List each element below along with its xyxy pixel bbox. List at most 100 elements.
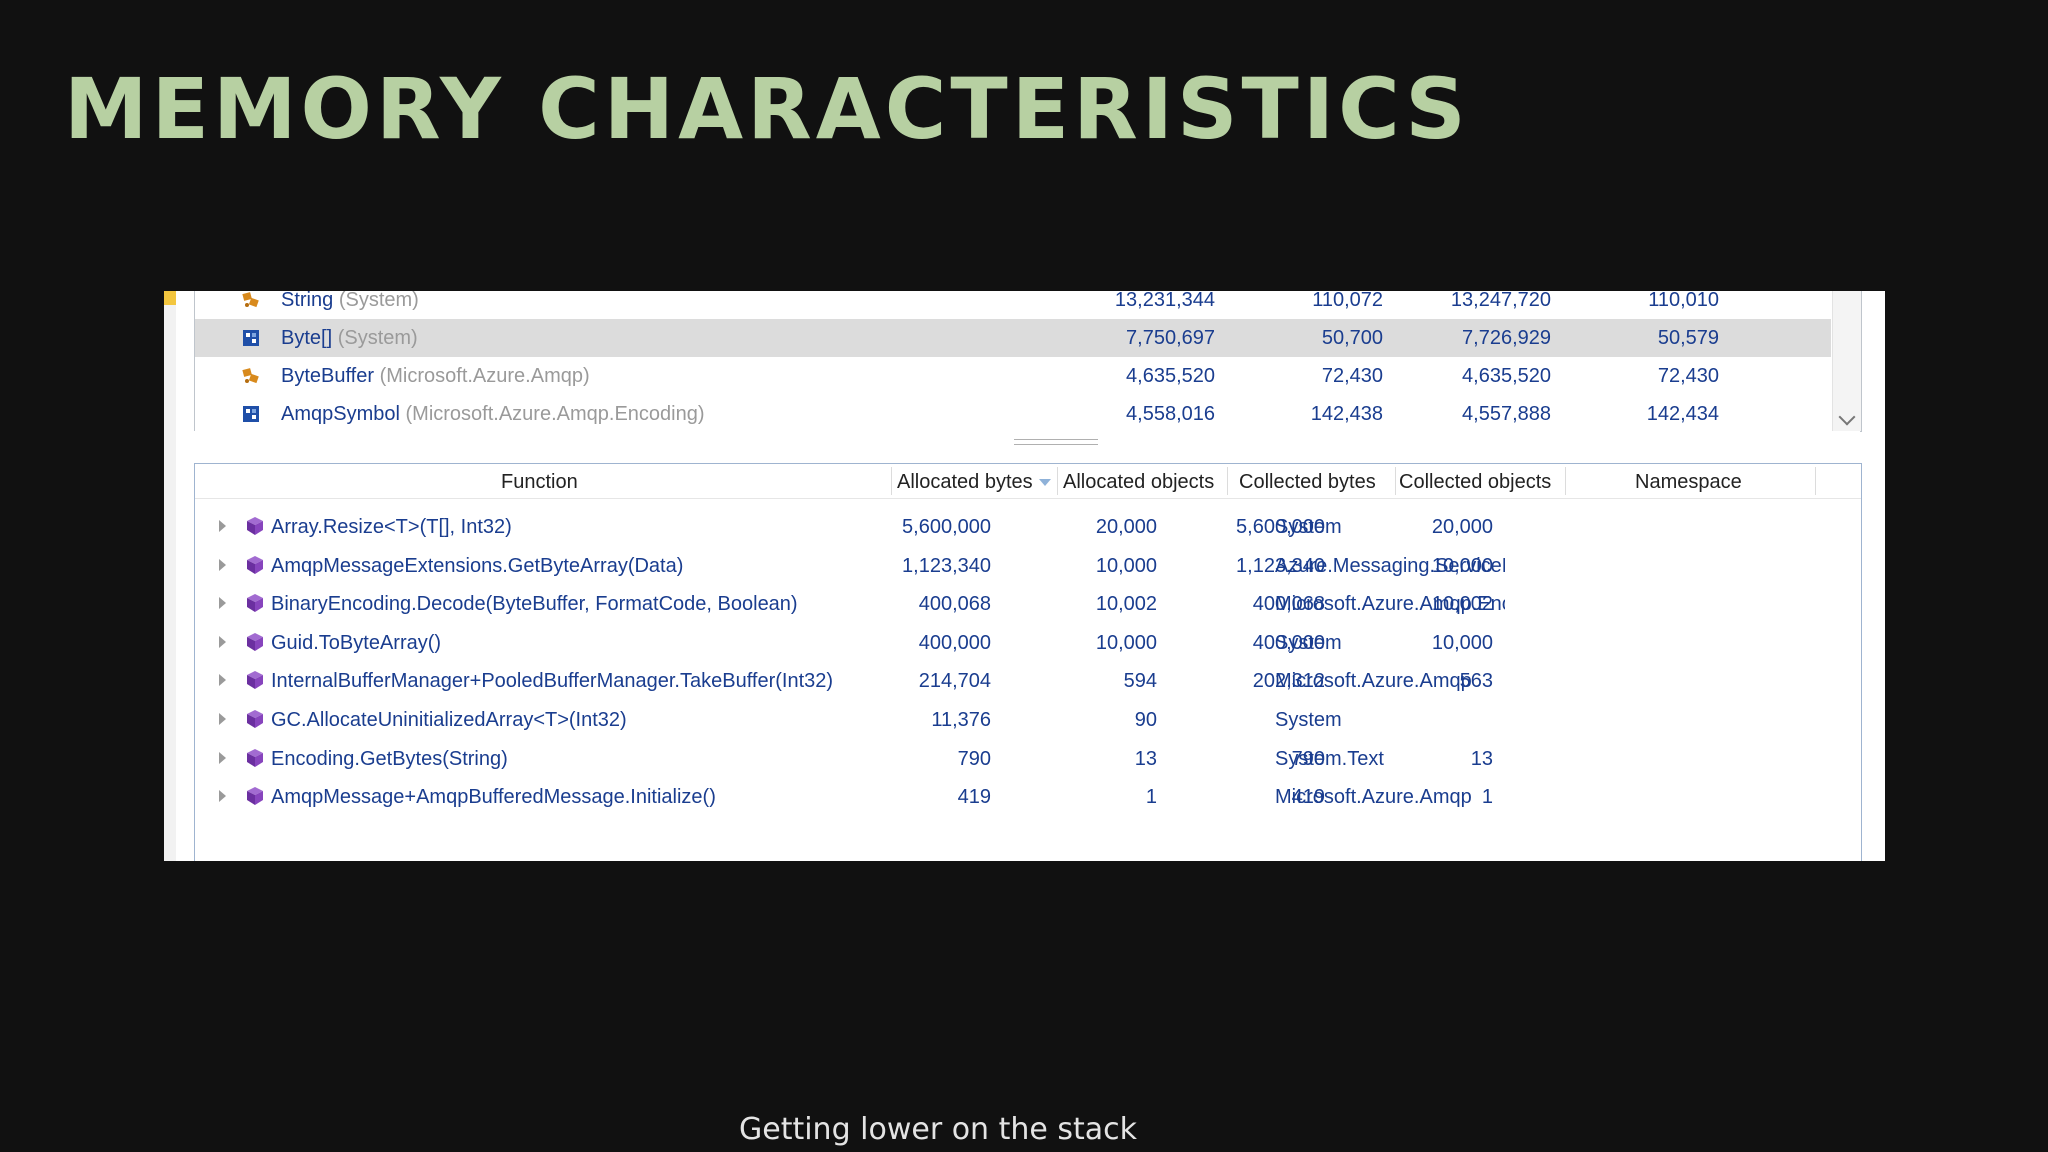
expand-arrow-icon[interactable] <box>219 635 226 648</box>
column-header-allocated-bytes-label: Allocated bytes <box>897 471 1033 493</box>
type-name-label: ByteBuffer <box>281 365 375 387</box>
function-name: Encoding.GetBytes(String) <box>271 747 508 770</box>
function-namespace: System <box>1275 709 1342 731</box>
expand-arrow-icon[interactable] <box>219 790 226 803</box>
chevron-down-icon[interactable] <box>1838 408 1856 426</box>
type-value: 4,557,888 <box>1462 403 1551 425</box>
function-cb-value: 1,123,340 <box>1236 554 1325 577</box>
column-divider[interactable] <box>1057 467 1058 495</box>
sort-descending-icon <box>1038 479 1051 487</box>
type-value: 13,247,720 <box>1450 291 1551 311</box>
function-ao-value: 594 <box>1123 670 1157 693</box>
function-name: Array.Resize<T>(T[], Int32) <box>271 516 512 538</box>
function-row[interactable]: InternalBufferManager+PooledBufferManage… <box>195 662 1861 700</box>
function-co-value: 20,000 <box>1431 516 1493 538</box>
function-ab-value: 400,000 <box>918 631 991 654</box>
type-value: 13,231,344 <box>1114 291 1215 311</box>
expand-arrow-icon[interactable] <box>219 674 226 687</box>
type-value: 7,750,697 <box>1126 327 1215 349</box>
function-ab-value: 790 <box>957 747 991 770</box>
type-namespace: (Microsoft.Azure.Amqp) <box>379 365 590 387</box>
method-cube-icon <box>245 555 265 575</box>
function-cb-value: 5,600,000 <box>1236 516 1325 538</box>
function-namespace: Microsoft.Azure.Amqp <box>1275 786 1472 809</box>
string-type-icon <box>241 291 261 310</box>
function-ao-value: 10,002 <box>1095 593 1157 616</box>
functions-pane[interactable]: Function Allocated bytes Allocated objec… <box>194 463 1862 861</box>
function-row[interactable]: Array.Resize<T>(T[], Int32) 5,600,000 20,0… <box>195 508 1861 546</box>
types-pane[interactable]: String (System) 13,231,344 110,072 13,247,7… <box>194 291 1862 432</box>
struct-type-icon <box>241 328 261 348</box>
function-row[interactable]: Guid.ToByteArray() 400,000 10,000 400,000 10… <box>195 624 1861 662</box>
column-divider[interactable] <box>1227 467 1228 495</box>
function-row[interactable]: GC.AllocateUninitializedArray<T>(Int32) 1… <box>195 701 1861 739</box>
expand-arrow-icon[interactable] <box>219 751 226 764</box>
type-row[interactable]: String (System) 13,231,344 110,072 13,247,7… <box>195 291 1831 319</box>
function-ao-value: 90 <box>1134 709 1157 731</box>
expand-arrow-icon[interactable] <box>219 520 226 532</box>
splitter-grip-icon[interactable] <box>1014 439 1098 445</box>
function-row[interactable]: BinaryEncoding.Decode(ByteBuffer, Format… <box>195 585 1861 623</box>
column-header-allocated-objects[interactable]: Allocated objects <box>1063 471 1215 493</box>
column-header-collected-bytes[interactable]: Collected bytes <box>1239 471 1376 493</box>
function-namespace: Microsoft.Azure.Amqp.Encoding <box>1275 593 1505 616</box>
function-co-value: 563 <box>1459 670 1493 693</box>
type-namespace: (System) <box>337 327 418 349</box>
type-value: 72,430 <box>1657 365 1719 387</box>
pane-splitter[interactable] <box>194 431 1860 455</box>
function-name: BinaryEncoding.Decode(ByteBuffer, Format… <box>271 593 798 616</box>
struct-type-icon <box>241 404 261 424</box>
type-value: 142,438 <box>1310 403 1383 425</box>
type-name: String (System) <box>281 291 419 312</box>
function-ab-value: 11,376 <box>931 709 991 731</box>
column-header-allocated-bytes[interactable]: Allocated bytes <box>897 471 1051 494</box>
warning-marker <box>164 291 176 305</box>
type-name: Byte[] (System) <box>281 327 418 350</box>
function-co-value: 13 <box>1470 747 1493 770</box>
function-ao-value: 13 <box>1134 747 1157 770</box>
type-value: 142,434 <box>1646 403 1719 425</box>
type-value: 7,726,929 <box>1462 327 1551 349</box>
type-row[interactable]: ByteBuffer (Microsoft.Azure.Amqp) 4,635,5… <box>195 357 1831 395</box>
function-ab-value: 1,123,340 <box>902 554 991 577</box>
type-value: 4,558,016 <box>1126 403 1215 425</box>
function-name: InternalBufferManager+PooledBufferManage… <box>271 670 834 693</box>
function-namespace: System <box>1275 631 1342 654</box>
type-namespace: (System) <box>338 291 419 311</box>
window-left-strip <box>164 291 176 861</box>
function-name: AmqpMessage+AmqpBufferedMessage.Initiali… <box>271 786 716 809</box>
column-divider[interactable] <box>1815 467 1816 495</box>
types-scrollbar[interactable] <box>1832 291 1861 431</box>
function-co-value: 10,002 <box>1431 593 1493 616</box>
profiler-screenshot: String (System) 13,231,344 110,072 13,247,7… <box>164 291 1885 861</box>
column-header-collected-objects[interactable]: Collected objects <box>1399 471 1552 493</box>
function-cb-value: 400,000 <box>1252 631 1325 654</box>
function-row[interactable]: AmqpMessageExtensions.GetByteArray(Data)… <box>195 547 1861 585</box>
column-header-namespace[interactable]: Namespace <box>1635 471 1742 493</box>
type-value: 50,579 <box>1657 327 1719 349</box>
function-name: GC.AllocateUninitializedArray<T>(Int32) <box>271 709 627 731</box>
column-divider[interactable] <box>891 467 892 495</box>
function-namespace: Microsoft.Azure.Amqp <box>1275 670 1472 693</box>
type-row[interactable]: AmqpSymbol (Microsoft.Azure.Amqp.Encodin… <box>195 395 1831 431</box>
expand-arrow-icon[interactable] <box>219 597 226 610</box>
function-cb-value: 790 <box>1291 747 1325 770</box>
method-cube-icon <box>245 748 265 768</box>
column-divider[interactable] <box>1395 467 1396 495</box>
expand-arrow-icon[interactable] <box>219 713 226 725</box>
type-name: ByteBuffer (Microsoft.Azure.Amqp) <box>281 365 590 388</box>
function-row[interactable]: AmqpMessage+AmqpBufferedMessage.Initiali… <box>195 778 1861 816</box>
function-co-value: 10,000 <box>1431 631 1493 654</box>
column-header-function[interactable]: Function <box>501 471 578 493</box>
function-row[interactable]: Encoding.GetBytes(String) 790 13 790 13 Syste… <box>195 740 1861 778</box>
expand-arrow-icon[interactable] <box>219 558 226 571</box>
function-cb-value: 202,312 <box>1252 670 1325 693</box>
column-divider[interactable] <box>1565 467 1566 495</box>
function-cb-value: 400,068 <box>1252 593 1325 616</box>
type-name-label: Byte[] <box>281 327 333 349</box>
type-row[interactable]: Byte[] (System) 7,750,697 50,700 7,726,929 5… <box>195 319 1831 357</box>
type-value: 110,010 <box>1648 291 1719 311</box>
function-ao-value: 10,000 <box>1095 554 1157 577</box>
type-name-label: AmqpSymbol <box>281 403 400 425</box>
functions-header: Function Allocated bytes Allocated objec… <box>195 464 1861 499</box>
